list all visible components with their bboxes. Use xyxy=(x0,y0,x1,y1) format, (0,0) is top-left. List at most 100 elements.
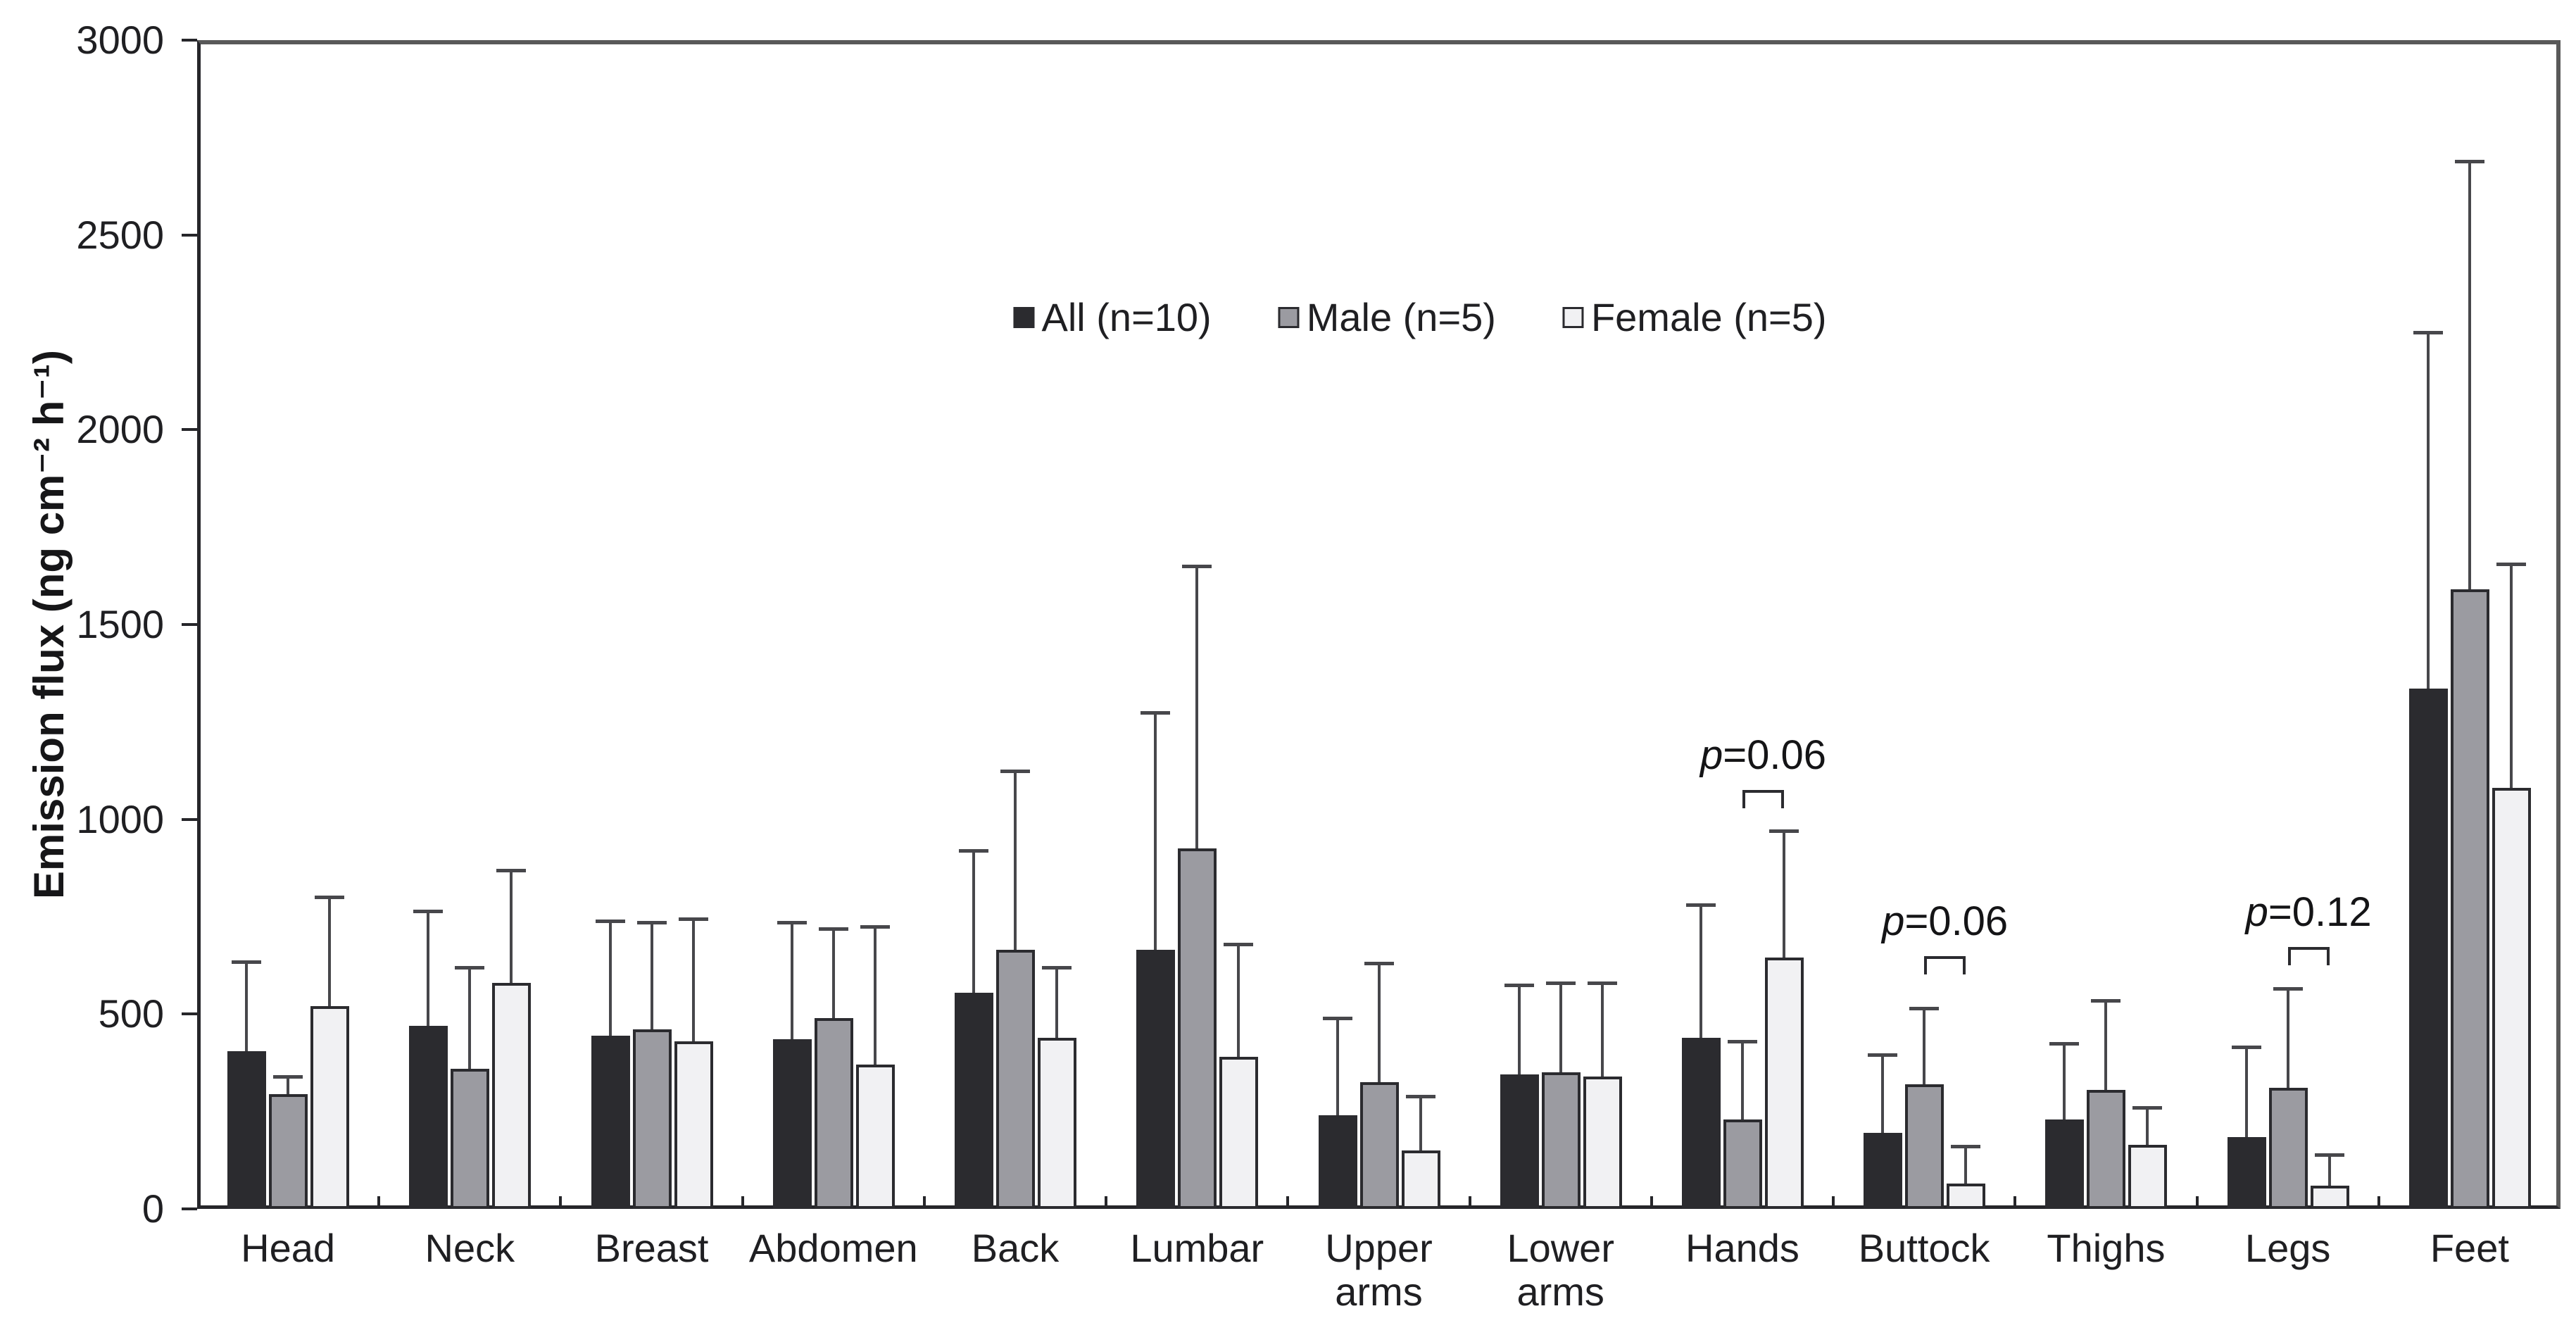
error-bar-whisker xyxy=(1377,963,1381,1083)
error-bar-whisker xyxy=(2146,1108,2149,1145)
legend-swatch-icon xyxy=(1278,306,1300,328)
x-category-label: Feet xyxy=(2430,1226,2509,1270)
bar xyxy=(409,1025,448,1209)
bar xyxy=(996,950,1036,1209)
error-bar-whisker xyxy=(691,918,695,1042)
error-bar-whisker xyxy=(1782,831,1785,958)
error-bar-whisker xyxy=(1923,1008,1926,1084)
bar xyxy=(2045,1119,2085,1209)
bar xyxy=(1038,1037,1077,1209)
bar xyxy=(1178,848,1217,1209)
x-category-label: Head xyxy=(241,1226,336,1270)
p-value-bracket xyxy=(1742,790,1784,809)
bar xyxy=(1723,1119,1762,1209)
error-bar-whisker xyxy=(2509,564,2513,789)
error-bar-whisker xyxy=(1881,1055,1885,1134)
error-bar-whisker xyxy=(1195,566,1199,849)
x-category-label: Back xyxy=(971,1226,1060,1270)
error-bar-whisker xyxy=(1964,1146,1968,1184)
p-value-label: p =0.12 xyxy=(2245,889,2372,936)
error-bar-whisker xyxy=(1014,770,1017,951)
error-bar-cap xyxy=(1042,965,1072,970)
error-bar-cap xyxy=(1405,1094,1435,1098)
error-bar-whisker xyxy=(2286,989,2289,1089)
bar xyxy=(451,1068,490,1209)
y-tick-label: 3000 xyxy=(76,18,164,62)
y-tick-mark xyxy=(182,1012,197,1016)
error-bar-whisker xyxy=(972,850,976,993)
bar xyxy=(674,1041,713,1209)
error-bar-whisker xyxy=(2244,1047,2248,1137)
bar xyxy=(269,1093,308,1209)
error-bar-cap xyxy=(2231,1046,2261,1050)
p-value-bracket xyxy=(2287,947,2330,966)
legend-swatch-icon xyxy=(1562,306,1584,328)
x-category-label: Breast xyxy=(594,1226,709,1270)
error-bar-cap xyxy=(2413,331,2443,334)
error-bar-whisker xyxy=(427,910,430,1026)
bar xyxy=(1681,1037,1721,1209)
error-bar-cap xyxy=(1364,962,1394,966)
error-bar-cap xyxy=(860,924,890,929)
error-bar-cap xyxy=(2454,159,2484,163)
bar xyxy=(1905,1084,1944,1209)
bar xyxy=(855,1065,895,1209)
bar xyxy=(1500,1074,1539,1209)
bar xyxy=(1583,1076,1622,1209)
error-bar-whisker xyxy=(608,920,612,1036)
p-italic: p xyxy=(2245,889,2268,936)
bar xyxy=(492,983,532,1209)
error-bar-whisker xyxy=(1740,1041,1744,1119)
legend-label: Male (n=5) xyxy=(1306,295,1496,339)
bar xyxy=(2268,1088,2308,1209)
error-bar-cap xyxy=(1141,710,1171,715)
bar xyxy=(632,1029,672,1209)
error-bar-cap xyxy=(2091,998,2121,1003)
error-bar-cap xyxy=(1224,942,1254,946)
bar xyxy=(2227,1136,2266,1209)
error-bar-whisker xyxy=(1055,967,1059,1038)
error-bar-cap xyxy=(2496,563,2526,567)
y-tick-mark xyxy=(182,623,197,626)
error-bar-whisker xyxy=(2468,161,2471,590)
x-boundary-tick xyxy=(377,1196,381,1209)
legend-item: Male (n=5) xyxy=(1278,294,1496,340)
x-category-label: Thighs xyxy=(2047,1226,2166,1270)
bar xyxy=(2408,689,2448,1209)
error-bar-cap xyxy=(455,965,485,970)
error-bar-whisker xyxy=(790,922,793,1040)
bar xyxy=(1947,1184,1986,1209)
error-bar-whisker xyxy=(328,897,332,1007)
x-category-label: Abdomen xyxy=(748,1226,918,1270)
bar xyxy=(310,1006,350,1209)
error-bar-cap xyxy=(1000,769,1031,773)
bar xyxy=(1864,1133,1903,1209)
bar xyxy=(1136,950,1176,1209)
error-bar-cap xyxy=(273,1074,303,1079)
legend-label: Female (n=5) xyxy=(1590,295,1827,339)
x-boundary-tick xyxy=(559,1196,563,1209)
error-bar-cap xyxy=(1868,1053,1898,1058)
bar xyxy=(2087,1090,2126,1209)
bar xyxy=(2128,1144,2168,1209)
bar xyxy=(1764,958,1804,1209)
error-bar-whisker xyxy=(2104,1000,2108,1091)
x-boundary-tick xyxy=(1832,1196,1835,1209)
error-bar-cap xyxy=(818,927,848,931)
error-bar-cap xyxy=(678,917,708,921)
error-bar-whisker xyxy=(1154,712,1157,951)
error-bar-cap xyxy=(2049,1041,2080,1046)
x-boundary-tick xyxy=(1286,1196,1290,1209)
error-bar-cap xyxy=(1322,1016,1352,1020)
error-bar-whisker xyxy=(1600,983,1604,1077)
x-boundary-tick xyxy=(2013,1196,2017,1209)
error-bar-whisker xyxy=(650,922,653,1030)
error-bar-whisker xyxy=(1419,1096,1422,1150)
error-bar-cap xyxy=(2132,1106,2163,1110)
error-bar-whisker xyxy=(1699,905,1702,1038)
error-bar-whisker xyxy=(1237,943,1240,1058)
error-bar-cap xyxy=(595,919,625,923)
bar xyxy=(1219,1057,1259,1209)
p-italic: p xyxy=(1699,732,1723,779)
